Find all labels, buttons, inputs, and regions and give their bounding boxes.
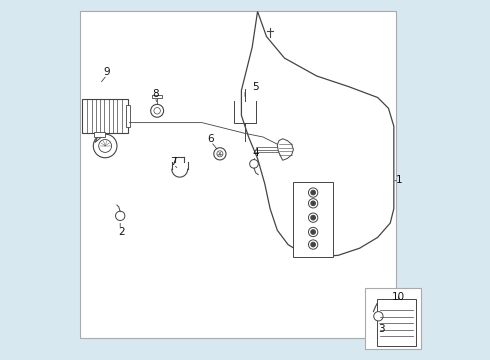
Circle shape bbox=[154, 108, 160, 114]
Circle shape bbox=[309, 240, 318, 249]
Circle shape bbox=[311, 190, 316, 195]
Bar bbox=[95, 132, 105, 137]
Circle shape bbox=[214, 148, 226, 160]
Circle shape bbox=[98, 139, 112, 152]
Circle shape bbox=[374, 312, 383, 321]
Bar bbox=[80, 12, 395, 338]
Circle shape bbox=[309, 213, 318, 222]
Polygon shape bbox=[242, 12, 394, 257]
Text: 7: 7 bbox=[170, 157, 176, 167]
Circle shape bbox=[309, 199, 318, 208]
Text: 8: 8 bbox=[152, 89, 159, 99]
Circle shape bbox=[93, 134, 117, 158]
Bar bbox=[126, 105, 129, 127]
Bar bbox=[82, 99, 128, 134]
Bar bbox=[377, 299, 416, 346]
Circle shape bbox=[116, 211, 125, 221]
Circle shape bbox=[250, 159, 258, 168]
Text: 3: 3 bbox=[378, 324, 385, 334]
Circle shape bbox=[311, 201, 316, 206]
Text: 2: 2 bbox=[118, 227, 124, 237]
Polygon shape bbox=[277, 139, 294, 160]
Text: 10: 10 bbox=[392, 292, 405, 302]
Circle shape bbox=[311, 242, 316, 247]
Bar bbox=[152, 95, 162, 98]
Bar bbox=[294, 182, 333, 257]
Circle shape bbox=[311, 230, 316, 234]
Circle shape bbox=[311, 215, 316, 220]
Text: 5: 5 bbox=[252, 82, 259, 92]
Text: 4: 4 bbox=[252, 148, 259, 158]
Bar bbox=[365, 288, 421, 348]
Text: 1: 1 bbox=[396, 175, 402, 185]
Text: 6: 6 bbox=[208, 134, 214, 144]
Circle shape bbox=[217, 151, 223, 157]
Circle shape bbox=[309, 227, 318, 237]
Text: 9: 9 bbox=[103, 67, 110, 77]
Circle shape bbox=[309, 188, 318, 197]
Circle shape bbox=[151, 104, 164, 117]
